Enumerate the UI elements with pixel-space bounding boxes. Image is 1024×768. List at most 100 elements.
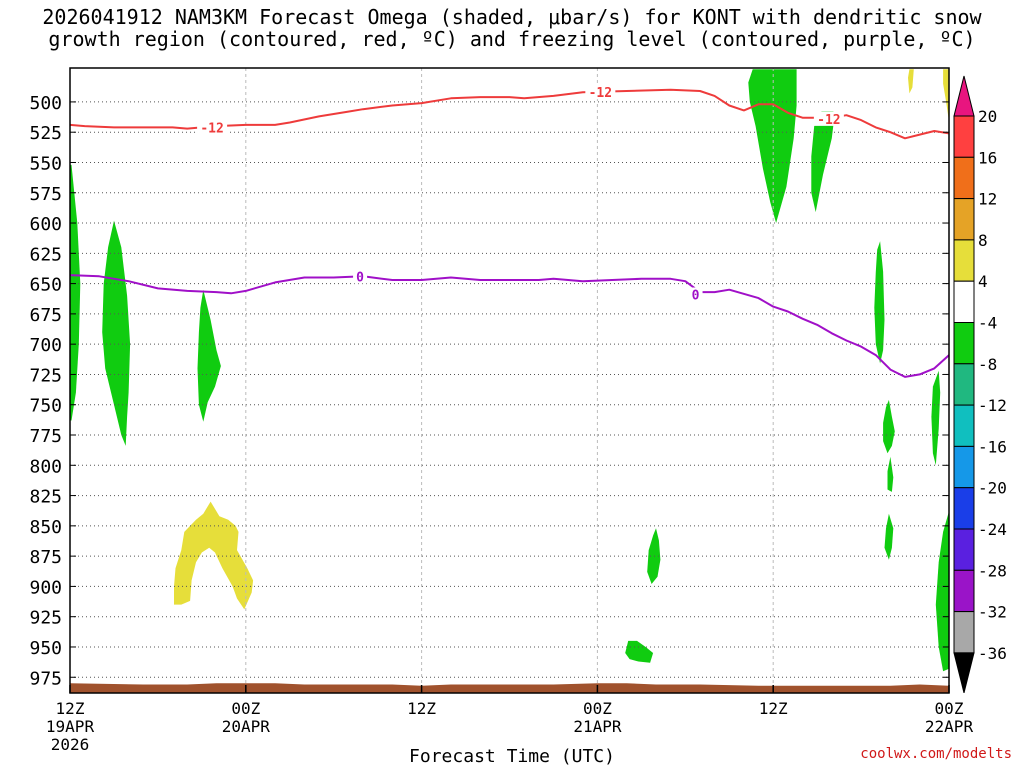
y-tick-label-850: 850: [29, 517, 62, 538]
omega-region-12: [931, 370, 941, 466]
omega-region-8: [874, 241, 885, 364]
terrain-polygon: [70, 683, 949, 693]
y-tick-label-775: 775: [29, 426, 62, 447]
omega-region-9: [883, 399, 895, 454]
terrain-fill: [70, 683, 949, 693]
colorbar-bin-11: [953, 528, 975, 571]
colorbar-bin-8: [953, 404, 975, 447]
y-tick-label-875: 875: [29, 547, 62, 568]
y-tick-label-725: 725: [29, 365, 62, 386]
y-tick-label-525: 525: [29, 123, 62, 144]
y-tick-label-650: 650: [29, 275, 62, 296]
y-tick-label-500: 500: [29, 93, 62, 114]
colorbar-label-8: -16: [978, 437, 1007, 456]
y-tick-label-675: 675: [29, 305, 62, 326]
freezing-level-contour-label-0: 0: [356, 270, 364, 285]
dgz-contour-label-bg-0: [197, 120, 228, 135]
y-tick-label-950: 950: [29, 638, 62, 659]
colorbar-label-9: -20: [978, 479, 1007, 498]
y-tick-label-800: 800: [29, 456, 62, 477]
colorbar-label-1: 16: [978, 148, 997, 167]
y-tick-label-825: 825: [29, 487, 62, 508]
omega-region-4: [625, 640, 654, 663]
credit-text: coolwx.com/modelts: [860, 746, 1012, 762]
colorbar: 20 16 12 8 4 -4 -8 -12 -16 -20 -24 -28 -32 -36: [953, 75, 1007, 694]
y-tick-label-975: 975: [29, 668, 62, 689]
freezing-level-contour-label-1: 0: [692, 289, 700, 304]
freezing-level-contour: [70, 274, 949, 378]
x-tick-label-24: 12Z: [407, 699, 436, 718]
x-tick-label-48: 12Z: [759, 699, 788, 718]
y-tick-label-750: 750: [29, 396, 62, 417]
colorbar-label-5: -4: [978, 314, 997, 333]
chart-title-line-2: growth region (contoured, red, ºC) and f…: [48, 27, 976, 51]
chart-title-line-1: 2026041912 NAM3KM Forecast Omega (shaded…: [42, 5, 982, 29]
omega-region-0: [70, 164, 81, 421]
dgz-contour-label-bg-1: [585, 85, 616, 100]
omega-region-11: [884, 513, 894, 560]
omega-region-3: [174, 501, 254, 610]
colorbar-top-arrow: [953, 75, 975, 117]
omega-shading: [70, 69, 949, 672]
colorbar-bin-3: [953, 198, 975, 241]
colorbar-label-12: -32: [978, 603, 1007, 622]
y-tick-label-925: 925: [29, 608, 62, 629]
colorbar-bin-13: [953, 611, 975, 654]
colorbar-bin-4: [953, 239, 975, 282]
colorbar-label-13: -36: [978, 644, 1007, 663]
colorbar-label-7: -12: [978, 396, 1007, 415]
chart-title: 2026041912 NAM3KM Forecast Omega (shaded…: [0, 6, 1024, 50]
colorbar-label-0: 20: [978, 107, 997, 126]
freezing-level-contour-label-bg-0: [353, 269, 368, 284]
x-tick-date-60: 22APR: [925, 717, 974, 736]
y-axis: 500 525 550 575 600 625 650 675 700 725 750 775 800 8…: [29, 93, 949, 689]
colorbar-bin-9: [953, 445, 975, 489]
colorbar-bin-7: [953, 363, 975, 406]
y-tick-label-550: 550: [29, 153, 62, 174]
colorbar-label-3: 8: [978, 231, 988, 250]
plot-border: [69, 67, 950, 694]
contour-lines: -12 -12 -12 0 0: [70, 85, 949, 378]
colorbar-bin-1: [953, 115, 975, 158]
colorbar-bin-2: [953, 156, 975, 200]
dgz-contour-label-bg-2: [813, 111, 844, 126]
x-tick-label-0: 12Z: [56, 699, 85, 718]
y-tick-label-700: 700: [29, 335, 62, 356]
colorbar-bottom-arrow: [953, 652, 975, 694]
colorbar-bin-10: [953, 487, 975, 530]
omega-region-14: [908, 69, 914, 94]
colorbar-label-6: -8: [978, 355, 997, 374]
x-tick-label-60: 00Z: [935, 699, 964, 718]
x-tick-year-0: 2026: [51, 735, 90, 754]
omega-region-2: [197, 289, 221, 422]
x-axis-title: Forecast Time (UTC): [409, 746, 615, 767]
x-tick-date-12: 20APR: [222, 717, 271, 736]
colorbar-label-11: -28: [978, 561, 1007, 580]
colorbar-label-4: 4: [978, 272, 988, 291]
y-tick-label-575: 575: [29, 184, 62, 205]
x-tick-label-12: 00Z: [231, 699, 260, 718]
omega-region-7: [811, 111, 835, 213]
y-tick-label-625: 625: [29, 244, 62, 265]
colorbar-bin-5: [953, 280, 975, 324]
dgz-contour-label-2: -12: [817, 113, 840, 128]
dgz-contour-label-0: -12: [200, 121, 223, 136]
omega-region-6: [748, 69, 797, 223]
y-tick-label-900: 900: [29, 577, 62, 598]
freezing-level-contour-label-bg-1: [688, 287, 703, 302]
omega-region-5: [647, 528, 661, 584]
grid-lines: [70, 68, 949, 693]
x-tick-date-0: 19APR: [46, 717, 95, 736]
plot-frame: [69, 67, 950, 694]
omega-region-10: [887, 456, 894, 492]
x-tick-date-36: 21APR: [573, 717, 622, 736]
colorbar-bin-12: [953, 569, 975, 613]
omega-region-13: [935, 511, 949, 672]
omega-region-1: [102, 220, 131, 446]
dgz-contour-label-1: -12: [589, 86, 612, 101]
colorbar-bin-6: [953, 322, 975, 365]
y-tick-label-600: 600: [29, 214, 62, 235]
colorbar-label-10: -24: [978, 520, 1007, 539]
